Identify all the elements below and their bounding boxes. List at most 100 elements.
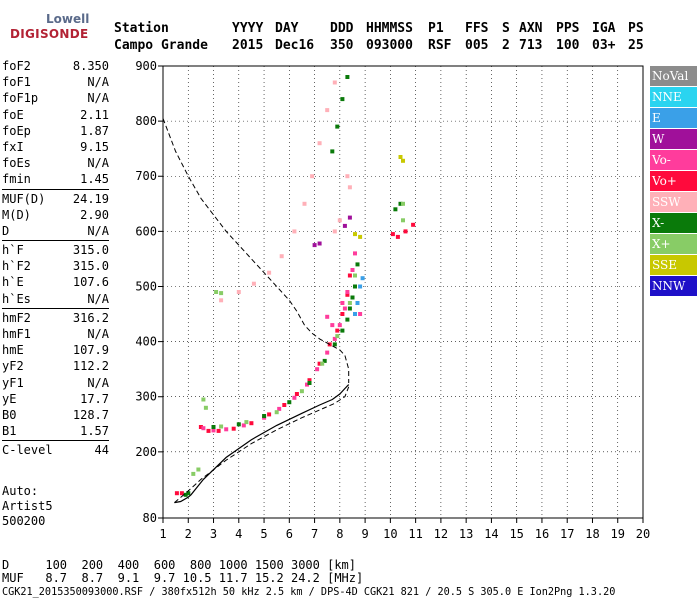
echo-point xyxy=(251,281,256,286)
echo-point xyxy=(267,412,272,417)
param-name: M(D) xyxy=(2,207,31,222)
plot-frame xyxy=(162,65,644,519)
echo-point xyxy=(198,425,203,429)
param-divider xyxy=(2,240,109,242)
y-tick-label: 900 xyxy=(135,59,157,73)
header-label-ffs: FFS xyxy=(465,21,489,36)
echo-point xyxy=(340,312,345,316)
echo-point xyxy=(174,491,179,496)
x-tick-label: 12 xyxy=(434,527,448,541)
echo-point xyxy=(358,312,363,316)
echo-point xyxy=(347,306,352,311)
param-name: fxI xyxy=(2,139,24,154)
param-value: 24.19 xyxy=(72,191,109,206)
echo-point xyxy=(347,301,352,305)
echo-point xyxy=(305,382,309,387)
param-row: yF2 112.2 xyxy=(2,358,109,374)
param-name: yF1 xyxy=(2,375,24,390)
param-row: hmE 107.9 xyxy=(2,342,109,358)
echo-point xyxy=(236,422,241,427)
echo-point xyxy=(353,232,357,237)
param-value: 107.6 xyxy=(72,275,109,290)
y-tick-label: 800 xyxy=(135,114,157,128)
echo-point xyxy=(287,400,292,405)
param-row: fxI 9.15 xyxy=(2,139,109,155)
param-value: 9.15 xyxy=(80,139,109,154)
param-value: 1.45 xyxy=(80,172,109,187)
echo-point xyxy=(337,218,342,223)
header-value-year: 2015 xyxy=(232,38,264,53)
param-row: h`F2 315.0 xyxy=(2,258,109,274)
x-tick-label: 8 xyxy=(336,527,343,541)
echo-point xyxy=(340,328,345,333)
header-label-year: YYYY xyxy=(232,21,264,36)
echo-point xyxy=(302,201,307,206)
echo-point xyxy=(332,80,337,85)
param-name: foEp xyxy=(2,123,31,138)
echo-point xyxy=(398,155,403,159)
param-value: N/A xyxy=(87,75,109,90)
param-row: C-level 44 xyxy=(2,442,109,458)
param-row: yE 17.7 xyxy=(2,391,109,407)
param-value: N/A xyxy=(87,223,109,238)
header-value-iga: 03+ xyxy=(592,38,616,53)
echo-point xyxy=(294,392,299,396)
echo-point xyxy=(183,492,188,497)
param-value: N/A xyxy=(87,291,109,306)
echo-point xyxy=(347,185,352,190)
param-value: 315.0 xyxy=(72,259,109,274)
echo-point xyxy=(211,428,216,433)
echo-point xyxy=(317,241,322,246)
legend-item: NNE xyxy=(650,87,697,107)
x-tick-label: 19 xyxy=(611,527,625,541)
header-value-day: Dec16 xyxy=(275,38,315,53)
footer-muf-row: MUF 8.7 8.7 9.1 9.7 10.5 11.7 15.2 24.2 … xyxy=(2,571,364,585)
header-label-station: Station xyxy=(114,21,169,36)
param-name: MUF(D) xyxy=(2,191,46,206)
echo-point xyxy=(274,410,279,415)
echo-point xyxy=(401,201,405,206)
header-label-s: S xyxy=(502,21,510,36)
echo-point xyxy=(267,270,272,275)
echo-point xyxy=(244,420,249,425)
param-name: foF1 xyxy=(2,75,31,90)
echo-point xyxy=(350,268,355,272)
param-name: h`F2 xyxy=(2,259,31,274)
echo-point xyxy=(282,403,287,407)
header-value-doy: 350 xyxy=(330,38,354,53)
header-value-ps: 25 xyxy=(628,38,644,53)
echo-point xyxy=(312,243,317,248)
param-value: N/A xyxy=(87,156,109,171)
echo-point xyxy=(355,262,360,267)
param-divider xyxy=(2,188,109,190)
echo-point xyxy=(203,405,208,410)
echo-point xyxy=(307,378,312,383)
echo-point xyxy=(224,427,229,432)
echo-point xyxy=(345,292,350,297)
legend: NoVal NNE E W Vo- Vo+ SSW X- X+ SSE NNW xyxy=(650,66,697,297)
echo-point xyxy=(401,158,405,163)
param-name: hmF2 xyxy=(2,310,31,325)
param-row: h`E 107.6 xyxy=(2,274,109,290)
param-value: N/A xyxy=(87,375,109,390)
y-tick-label: 200 xyxy=(135,445,157,459)
param-row: h`F 315.0 xyxy=(2,242,109,258)
param-divider xyxy=(2,307,109,309)
legend-item: NNW xyxy=(650,276,697,296)
param-row: B1 1.57 xyxy=(2,423,109,439)
auto-code: 500200 xyxy=(2,514,46,528)
echo-point xyxy=(335,328,340,333)
param-row: foF2 8.350 xyxy=(2,58,109,74)
virtual-height-curve xyxy=(174,384,350,504)
echo-point xyxy=(353,273,357,278)
param-row: M(D) 2.90 xyxy=(2,207,109,223)
param-name: foF1p xyxy=(2,91,39,106)
legend-item: NoVal xyxy=(650,66,697,86)
param-value: 8.350 xyxy=(72,59,109,73)
echo-point xyxy=(401,218,405,223)
x-tick-label: 1 xyxy=(159,527,166,541)
echo-point xyxy=(337,323,342,328)
header-value-s: 2 xyxy=(502,38,510,53)
echo-point xyxy=(353,284,357,289)
echo-point xyxy=(347,215,352,220)
